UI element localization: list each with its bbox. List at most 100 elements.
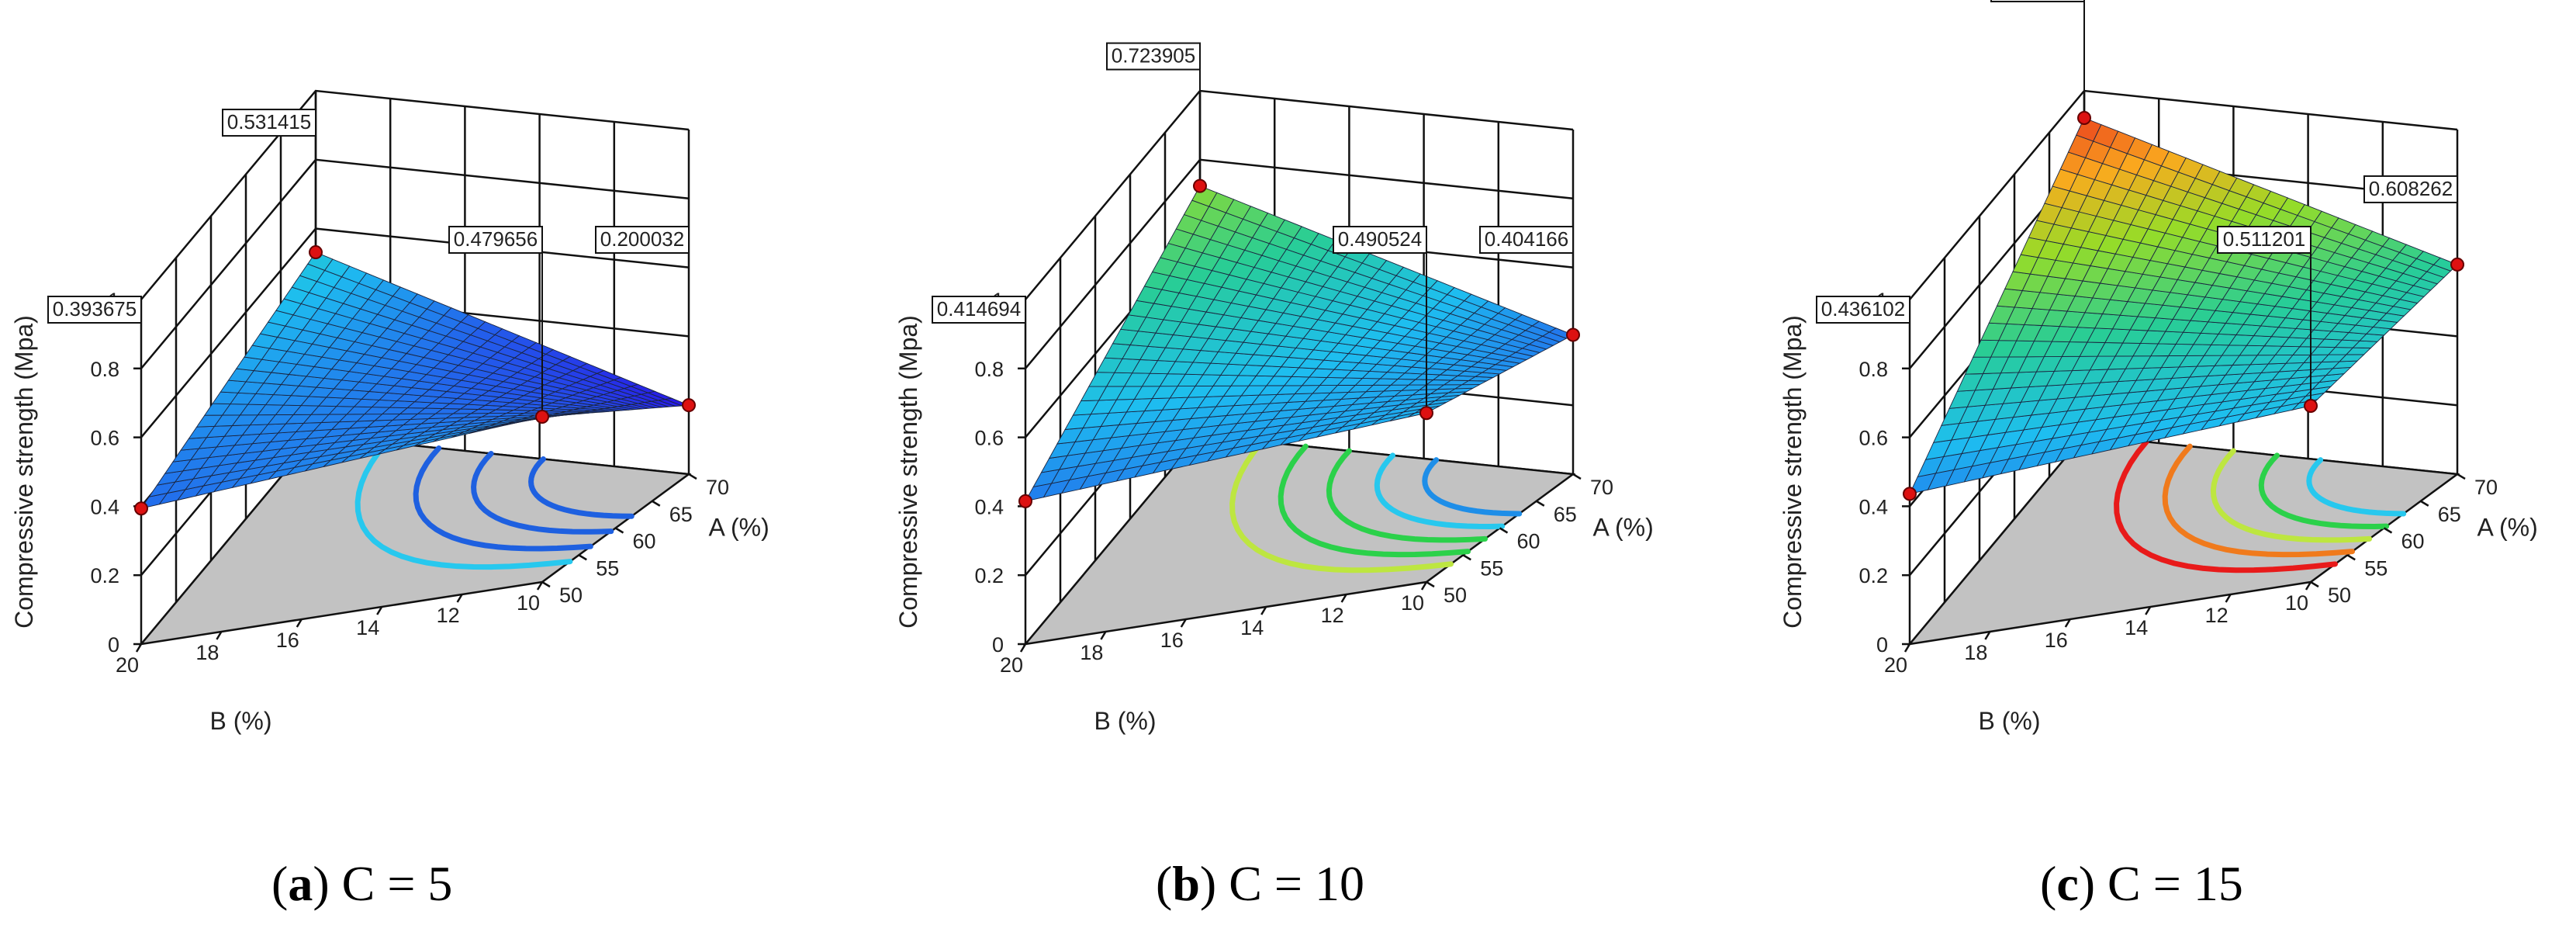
flag-label: 0.436102	[1821, 297, 1905, 320]
flag-box	[1333, 226, 1427, 254]
contour-line	[2114, 438, 2338, 573]
y-tick-label: 12	[2205, 604, 2228, 627]
design-point	[535, 410, 549, 424]
flag-label: 0.608262	[2369, 177, 2453, 200]
z-tick-label: 0.2	[1859, 564, 1888, 587]
y-tick	[135, 643, 143, 653]
y-tick-label: 12	[1321, 604, 1344, 627]
response-surface	[1025, 185, 1575, 502]
z-tick-label: 0.2	[90, 564, 119, 587]
contour-line	[413, 445, 593, 552]
y-tick	[1903, 643, 1911, 653]
y-tick-label: 18	[195, 641, 219, 664]
z-tick-label: 0	[1876, 633, 1888, 657]
design-point	[1566, 327, 1580, 342]
flag-label: 0.404166	[1485, 227, 1568, 251]
flag-label: 0.531415	[227, 110, 311, 133]
z-tick-label: 0.6	[974, 427, 1004, 450]
x-tick	[2457, 473, 2466, 480]
x-tick	[688, 473, 697, 480]
y-tick	[216, 631, 223, 640]
contour-line	[1422, 457, 1523, 517]
y-tick	[1420, 581, 1428, 591]
x-tick	[1426, 580, 1435, 588]
y-tick	[456, 594, 463, 603]
y-tick-label: 18	[1964, 641, 1987, 664]
y-tick	[2145, 606, 2152, 615]
flag-box	[932, 296, 1026, 324]
y-tick	[2305, 581, 2312, 591]
flag-label: 0.200032	[600, 227, 684, 251]
y-axis-title: B (%)	[1979, 707, 2041, 735]
panel-c: 00.20.40.60.81Compressive strength (Mpa)…	[1779, 0, 2538, 911]
y-axis-title: B (%)	[1094, 707, 1157, 735]
x-tick-label: 50	[2328, 584, 2351, 607]
y-tick-label: 20	[1000, 653, 1023, 677]
x-tick	[541, 580, 551, 588]
x-tick-label: 55	[1480, 556, 1503, 580]
x-tick-label: 65	[2438, 503, 2461, 526]
y-tick-label: 14	[1240, 616, 1264, 639]
flag-label: 0.490524	[1338, 227, 1422, 251]
x-axis-title: A (%)	[709, 514, 769, 542]
y-tick-label: 18	[1080, 641, 1103, 664]
flag-label: 0.723905	[1112, 44, 1195, 68]
y-tick	[1100, 631, 1107, 640]
flag-box	[222, 109, 316, 137]
contour-line	[1326, 448, 1489, 543]
x-tick-label: 50	[1444, 584, 1467, 607]
x-tick	[1499, 527, 1509, 534]
z-axis-title: Compressive strength (Mpa)	[10, 315, 38, 629]
z-tick-label: 0.4	[974, 495, 1004, 518]
panel-a: 00.20.40.60.81Compressive strength (Mpa)…	[10, 89, 769, 911]
z-tick-label: 0.2	[974, 564, 1004, 587]
y-tick	[376, 606, 383, 615]
flag-box	[1106, 42, 1201, 71]
contour-line	[528, 456, 634, 519]
design-point	[309, 245, 323, 260]
z-tick-label: 0.8	[90, 358, 119, 381]
left-wall	[141, 91, 316, 644]
z-tick-label: 0.4	[90, 495, 119, 518]
x-tick-label: 65	[669, 503, 693, 526]
y-tick-label: 14	[356, 616, 379, 639]
x-axis-title: A (%)	[2477, 514, 2538, 542]
x-tick	[1536, 500, 1545, 507]
z-tick-label: 0.6	[90, 427, 119, 450]
design-point	[1419, 406, 1433, 421]
x-tick	[2346, 554, 2356, 561]
contour-line	[1229, 438, 1454, 573]
y-tick	[1260, 606, 1267, 615]
y-tick-label: 20	[116, 653, 139, 677]
flag-label: 0.393675	[53, 297, 137, 320]
y-tick	[1180, 618, 1187, 628]
contour-line	[2210, 448, 2373, 543]
y-tick-label: 10	[1401, 591, 1424, 615]
y-tick	[1340, 594, 1347, 603]
z-axis-title: Compressive strength (Mpa)	[1779, 315, 1807, 629]
x-tick-label: 70	[2474, 476, 2498, 499]
contour-line	[471, 451, 614, 535]
flag-box	[2363, 175, 2458, 203]
panel-caption: (b) C = 10	[1156, 856, 1364, 911]
contour-line	[2306, 457, 2407, 517]
x-tick-label: 50	[559, 584, 583, 607]
y-tick-label: 10	[2285, 591, 2308, 615]
x-tick-label: 65	[1554, 503, 1577, 526]
response-surface	[1909, 117, 2458, 495]
flag-box	[1816, 296, 1910, 324]
z-tick-label: 0	[992, 633, 1004, 657]
panel-b: 00.20.40.60.81Compressive strength (Mpa)…	[894, 42, 1654, 911]
flag-label: 0.414694	[937, 297, 1021, 320]
flag-box	[47, 296, 142, 324]
x-tick-label: 60	[633, 530, 656, 553]
x-tick-label: 70	[1590, 476, 1613, 499]
x-tick	[614, 527, 624, 534]
x-tick-label: 60	[1517, 530, 1540, 553]
z-tick-label: 0.4	[1859, 495, 1888, 518]
flag-box	[2217, 226, 2311, 254]
contour-line	[2258, 452, 2390, 529]
z-tick-label: 0	[108, 633, 119, 657]
